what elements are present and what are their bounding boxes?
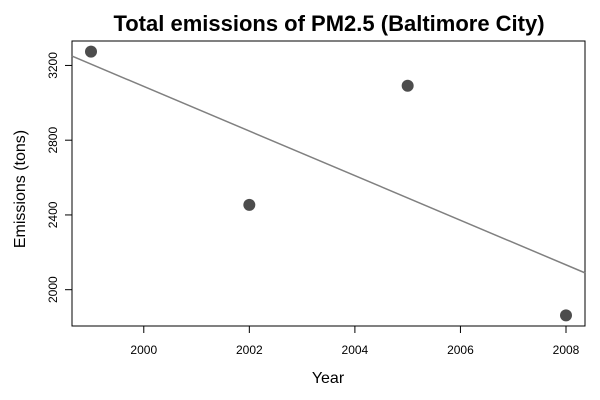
- y-tick-label: 2800: [46, 127, 60, 154]
- plot-frame: [71, 40, 586, 327]
- x-tick-label: 2000: [130, 343, 157, 357]
- x-tick-label: 2002: [236, 343, 263, 357]
- y-tick-label: 3200: [46, 52, 60, 79]
- y-axis: 2000 2400 2800 3200: [46, 52, 72, 303]
- y-tick-label: 2000: [46, 276, 60, 303]
- data-point: [243, 198, 256, 211]
- x-tick-label: 2008: [553, 343, 580, 357]
- data-point: [401, 79, 414, 92]
- trend-line: [71, 55, 586, 274]
- x-tick-label: 2004: [342, 343, 369, 357]
- x-axis: 2000 2002 2004 2006 2008: [130, 326, 580, 357]
- y-tick-label: 2400: [46, 201, 60, 228]
- data-point: [85, 45, 97, 58]
- x-tick-label: 2006: [447, 343, 474, 357]
- x-axis-label: Year: [312, 370, 345, 387]
- y-axis-label: Emissions (tons): [12, 130, 29, 248]
- data-point: [560, 309, 572, 322]
- chart-title: Total emissions of PM2.5 (Baltimore City…: [113, 11, 544, 36]
- data-points: [85, 45, 572, 322]
